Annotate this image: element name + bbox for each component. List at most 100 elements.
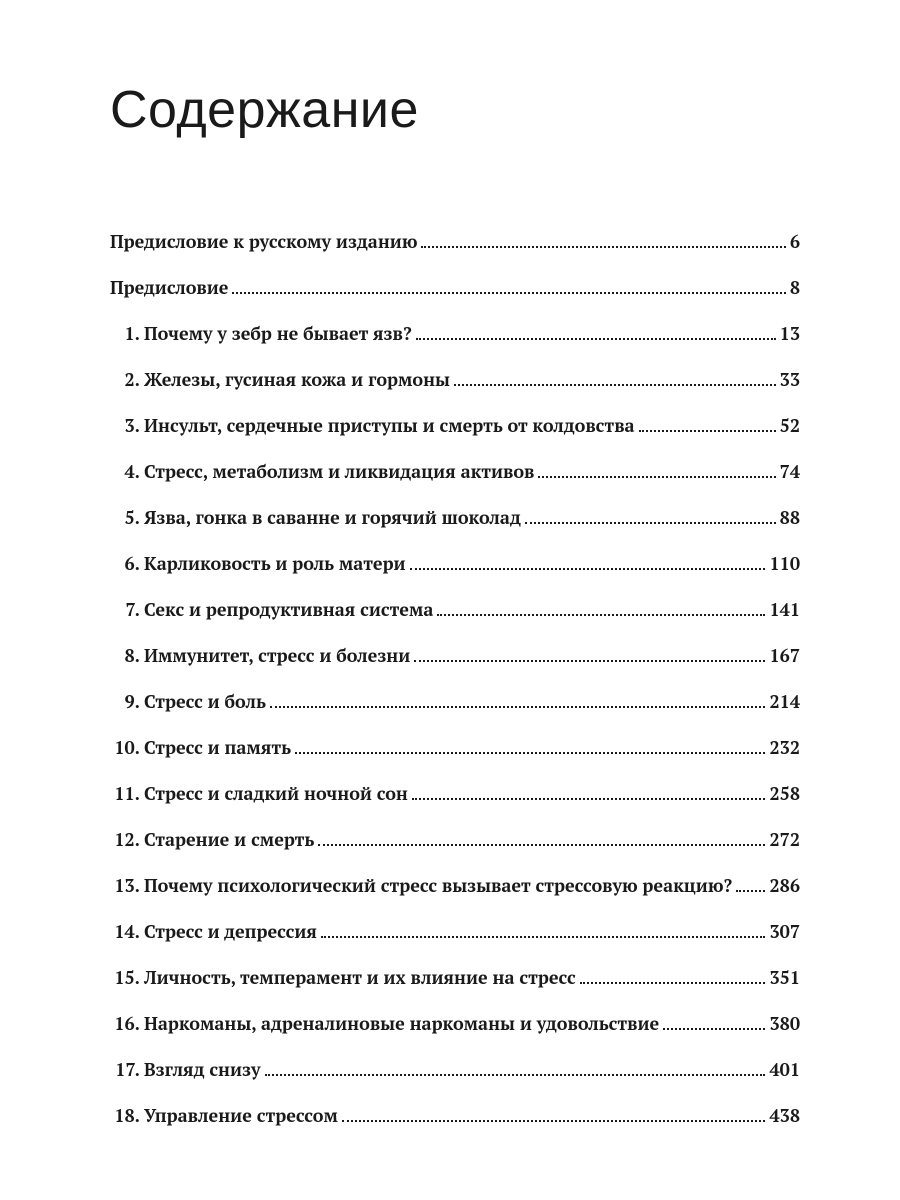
toc-label: Почему у зебр не бывает язв? xyxy=(144,322,412,346)
toc-number: 1. xyxy=(110,322,140,346)
toc-number: 10. xyxy=(110,736,140,760)
toc-leader xyxy=(414,646,765,662)
toc-entry: 3. Инсульт, сердечные приступы и смерть … xyxy=(110,414,800,438)
toc-label: Стресс, метаболизм и ликвидация активов xyxy=(144,460,534,484)
toc-page: 6 xyxy=(790,230,800,254)
toc-entry: 8. Иммунитет, стресс и болезни 167 xyxy=(110,644,800,668)
toc-number: 5. xyxy=(110,506,140,530)
toc-entry: 4. Стресс, метаболизм и ликвидация актив… xyxy=(110,460,800,484)
toc-leader xyxy=(639,416,776,432)
toc-leader xyxy=(437,600,765,616)
toc-label: Железы, гусиная кожа и гормоны xyxy=(144,368,450,392)
toc-front-matter: Предисловие к русскому изданию 6 Предисл… xyxy=(110,230,800,300)
toc-number: 4. xyxy=(110,460,140,484)
toc-entry: 14. Стресс и депрессия307 xyxy=(110,920,800,944)
toc-leader xyxy=(416,324,776,340)
toc-label: Личность, темперамент и их влияние на ст… xyxy=(144,966,576,990)
toc-leader xyxy=(318,830,765,846)
toc-page: 110 xyxy=(769,552,800,576)
toc-page: 232 xyxy=(769,736,800,760)
toc-leader xyxy=(295,738,765,754)
toc-entry: 18. Управление стрессом 438 xyxy=(110,1104,800,1128)
toc-page: 33 xyxy=(780,368,800,392)
toc-page: 167 xyxy=(769,644,800,668)
toc-label: Предисловие к русскому изданию xyxy=(110,230,417,254)
toc-page: 401 xyxy=(769,1058,800,1082)
toc-leader xyxy=(410,554,766,570)
toc-entry: 11. Стресс и сладкий ночной сон 258 xyxy=(110,782,800,806)
toc-page: 13 xyxy=(780,322,800,346)
toc-number: 2. xyxy=(110,368,140,392)
toc-label: Инсульт, сердечные приступы и смерть от … xyxy=(144,414,635,438)
toc-entry: 12. Старение и смерть 272 xyxy=(110,828,800,852)
toc-entry: 6. Карликовость и роль матери 110 xyxy=(110,552,800,576)
toc-number: 13. xyxy=(110,874,140,898)
toc-label: Иммунитет, стресс и болезни xyxy=(144,644,410,668)
toc-number: 11. xyxy=(110,782,140,806)
toc-page: 380 xyxy=(769,1012,800,1036)
toc-page: 52 xyxy=(780,414,800,438)
toc-page: 307 xyxy=(769,920,800,944)
toc-leader xyxy=(421,232,785,248)
toc-label: Стресс и боль xyxy=(144,690,266,714)
toc-chapters: 1. Почему у зебр не бывает язв? 13 2. Желе… xyxy=(110,322,800,1128)
toc-leader xyxy=(580,968,766,984)
toc-number: 3. xyxy=(110,414,140,438)
toc-leader xyxy=(736,876,765,892)
toc-label: Предисловие xyxy=(110,276,228,300)
toc-page: 351 xyxy=(769,966,800,990)
toc-entry: 13. Почему психологический стресс вызыва… xyxy=(110,874,800,898)
toc-page: 88 xyxy=(780,506,800,530)
toc-label: Карликовость и роль матери xyxy=(144,552,406,576)
toc-number: 7. xyxy=(110,598,140,622)
toc-label: Язва, гонка в саванне и горячий шоколад xyxy=(144,506,521,530)
toc-entry: 17. Взгляд снизу 401 xyxy=(110,1058,800,1082)
toc-page: 438 xyxy=(769,1104,800,1128)
toc-leader xyxy=(265,1060,766,1076)
toc-number: 6. xyxy=(110,552,140,576)
toc-entry: 9. Стресс и боль 214 xyxy=(110,690,800,714)
toc-entry: 1. Почему у зебр не бывает язв? 13 xyxy=(110,322,800,346)
toc-label: Стресс и сладкий ночной сон xyxy=(144,782,408,806)
toc-label: Старение и смерть xyxy=(144,828,314,852)
toc-number: 18. xyxy=(110,1104,140,1128)
toc-entry: 15. Личность, темперамент и их влияние н… xyxy=(110,966,800,990)
toc-entry: 16. Наркоманы, адреналиновые наркоманы и… xyxy=(110,1012,800,1036)
toc-entry: 2. Железы, гусиная кожа и гормоны 33 xyxy=(110,368,800,392)
toc-label: Секс и репродуктивная система xyxy=(144,598,433,622)
toc-page: 258 xyxy=(769,782,800,806)
toc-page: 214 xyxy=(769,690,800,714)
toc-leader xyxy=(270,692,766,708)
toc-label: Взгляд снизу xyxy=(144,1058,261,1082)
toc-entry: Предисловие 8 xyxy=(110,276,800,300)
toc-entry: 5. Язва, гонка в саванне и горячий шокол… xyxy=(110,506,800,530)
toc-leader xyxy=(663,1014,765,1030)
toc-entry: 10. Стресс и память 232 xyxy=(110,736,800,760)
toc-number: 17. xyxy=(110,1058,140,1082)
toc-leader xyxy=(342,1106,766,1122)
toc-entry: Предисловие к русскому изданию 6 xyxy=(110,230,800,254)
toc-page: 74 xyxy=(780,460,800,484)
page-title: Содержание xyxy=(110,80,800,140)
toc-number: 9. xyxy=(110,690,140,714)
toc-leader xyxy=(525,508,776,524)
toc-leader xyxy=(412,784,766,800)
toc-entry: 7. Секс и репродуктивная система 141 xyxy=(110,598,800,622)
toc-number: 16. xyxy=(110,1012,140,1036)
toc-number: 12. xyxy=(110,828,140,852)
toc-leader xyxy=(454,370,776,386)
toc-page: 286 xyxy=(769,874,800,898)
toc-leader xyxy=(232,278,785,294)
toc-page: 272 xyxy=(769,828,800,852)
toc-page: 8 xyxy=(790,276,800,300)
toc-label: Стресс и память xyxy=(144,736,291,760)
toc-page: 141 xyxy=(769,598,800,622)
toc-number: 8. xyxy=(110,644,140,668)
toc-number: 15. xyxy=(110,966,140,990)
toc-leader xyxy=(321,922,766,938)
toc-label: Наркоманы, адреналиновые наркоманы и удо… xyxy=(144,1012,659,1036)
toc-number: 14. xyxy=(110,920,140,944)
toc-label: Управление стрессом xyxy=(144,1104,338,1128)
toc-leader xyxy=(538,462,775,478)
toc-label: Почему психологический стресс вызывает с… xyxy=(144,874,732,898)
